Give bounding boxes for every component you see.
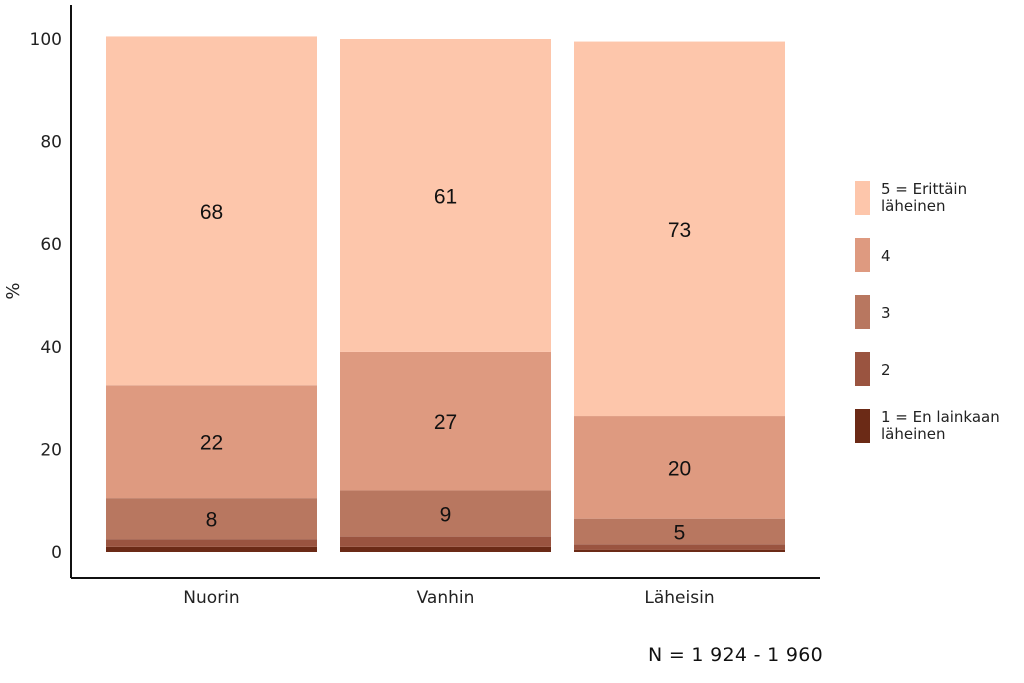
data-label: 68 <box>200 201 223 224</box>
y-tick-label: 100 <box>30 30 62 50</box>
y-tick-label: 40 <box>40 338 62 358</box>
bar-segment <box>340 536 551 547</box>
bar-segment <box>106 539 317 547</box>
bar-segment <box>340 546 551 552</box>
legend-swatch <box>855 181 870 215</box>
bar-segment <box>574 41 785 417</box>
data-label: 61 <box>434 185 457 208</box>
y-tick-label: 0 <box>51 543 62 563</box>
y-tick-label: 20 <box>40 440 62 460</box>
legend-swatch <box>855 295 870 329</box>
sample-size-note: N = 1 924 - 1 960 <box>648 644 824 666</box>
data-label: 20 <box>668 457 691 480</box>
bar-segment <box>106 498 317 540</box>
bar-segment <box>106 36 317 386</box>
bar-segment <box>340 490 551 537</box>
data-label: 27 <box>434 411 457 434</box>
x-tick-label: Nuorin <box>183 588 239 608</box>
bar-segment <box>574 416 785 519</box>
data-label: 5 <box>674 521 686 544</box>
x-tick-label: Läheisin <box>644 588 714 608</box>
data-label: 9 <box>440 504 452 527</box>
y-tick-label: 60 <box>40 235 62 255</box>
legend-label: 2 <box>881 361 891 379</box>
legend-label: 5 = Erittäin <box>881 180 967 198</box>
legend-label: 4 <box>881 247 891 265</box>
bar-segment <box>574 549 785 552</box>
legend-label: läheinen <box>881 425 946 443</box>
x-tick-label: Vanhin <box>417 588 475 608</box>
bar-segment <box>340 351 551 491</box>
data-label: 22 <box>200 432 223 455</box>
legend-swatch <box>855 409 870 443</box>
bar-segment <box>106 385 317 499</box>
legend-label: 1 = En lainkaan <box>881 408 1000 426</box>
bar-segment <box>574 544 785 550</box>
legend-swatch <box>855 238 870 272</box>
legend-label: 3 <box>881 304 891 322</box>
legend-swatch <box>855 352 870 386</box>
bar-segment <box>106 546 317 552</box>
bar-segment <box>574 518 785 545</box>
y-tick-label: 80 <box>40 133 62 153</box>
bar-segment <box>340 39 551 352</box>
legend-label: läheinen <box>881 197 946 215</box>
data-label: 73 <box>668 219 691 242</box>
data-label: 8 <box>206 509 218 532</box>
y-axis-label: % <box>3 282 24 299</box>
